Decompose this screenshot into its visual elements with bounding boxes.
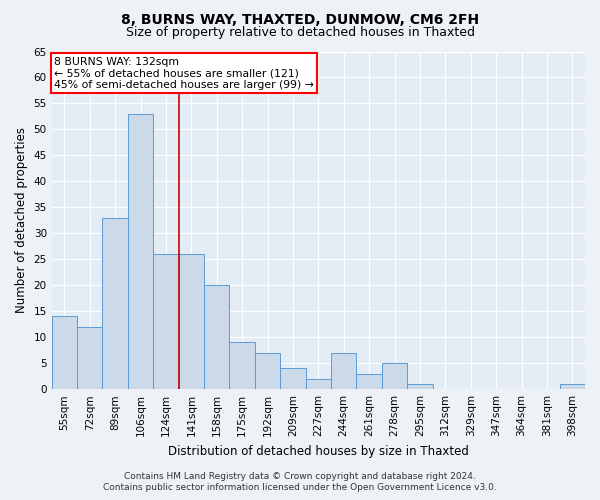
Bar [103, 218, 128, 389]
Bar [179, 254, 204, 389]
Bar [305, 379, 331, 389]
Text: 8 BURNS WAY: 132sqm
← 55% of detached houses are smaller (121)
45% of semi-detac: 8 BURNS WAY: 132sqm ← 55% of detached ho… [55, 56, 314, 90]
Text: Contains HM Land Registry data © Crown copyright and database right 2024.
Contai: Contains HM Land Registry data © Crown c… [103, 472, 497, 492]
Bar [229, 342, 255, 389]
Bar [204, 286, 229, 389]
Bar [331, 353, 356, 389]
Bar [52, 316, 77, 389]
Bar [382, 363, 407, 389]
Y-axis label: Number of detached properties: Number of detached properties [15, 128, 28, 314]
Bar [280, 368, 305, 389]
Bar [153, 254, 179, 389]
Bar [407, 384, 433, 389]
Text: 8, BURNS WAY, THAXTED, DUNMOW, CM6 2FH: 8, BURNS WAY, THAXTED, DUNMOW, CM6 2FH [121, 12, 479, 26]
Bar [128, 114, 153, 389]
X-axis label: Distribution of detached houses by size in Thaxted: Distribution of detached houses by size … [168, 444, 469, 458]
Text: Size of property relative to detached houses in Thaxted: Size of property relative to detached ho… [125, 26, 475, 39]
Bar [560, 384, 585, 389]
Bar [77, 327, 103, 389]
Bar [255, 353, 280, 389]
Bar [356, 374, 382, 389]
